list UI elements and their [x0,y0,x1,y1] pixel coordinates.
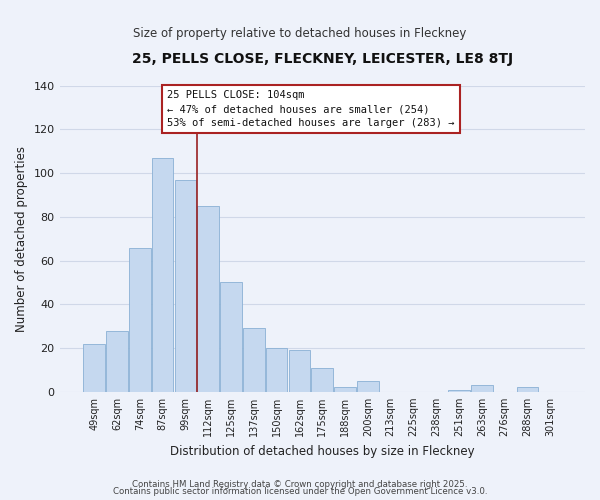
Bar [220,282,242,392]
Bar [357,381,379,392]
Bar [152,158,173,392]
Bar [311,368,333,392]
Bar [517,388,538,392]
Text: 25 PELLS CLOSE: 104sqm
← 47% of detached houses are smaller (254)
53% of semi-de: 25 PELLS CLOSE: 104sqm ← 47% of detached… [167,90,455,128]
X-axis label: Distribution of detached houses by size in Fleckney: Distribution of detached houses by size … [170,444,475,458]
Bar [448,390,470,392]
Bar [106,330,128,392]
Bar [243,328,265,392]
Y-axis label: Number of detached properties: Number of detached properties [15,146,28,332]
Bar [197,206,219,392]
Bar [175,180,196,392]
Bar [129,248,151,392]
Bar [334,388,356,392]
Bar [471,385,493,392]
Text: Size of property relative to detached houses in Fleckney: Size of property relative to detached ho… [133,28,467,40]
Text: Contains public sector information licensed under the Open Government Licence v3: Contains public sector information licen… [113,487,487,496]
Bar [266,348,287,392]
Bar [289,350,310,392]
Text: Contains HM Land Registry data © Crown copyright and database right 2025.: Contains HM Land Registry data © Crown c… [132,480,468,489]
Bar [83,344,105,392]
Title: 25, PELLS CLOSE, FLECKNEY, LEICESTER, LE8 8TJ: 25, PELLS CLOSE, FLECKNEY, LEICESTER, LE… [132,52,513,66]
